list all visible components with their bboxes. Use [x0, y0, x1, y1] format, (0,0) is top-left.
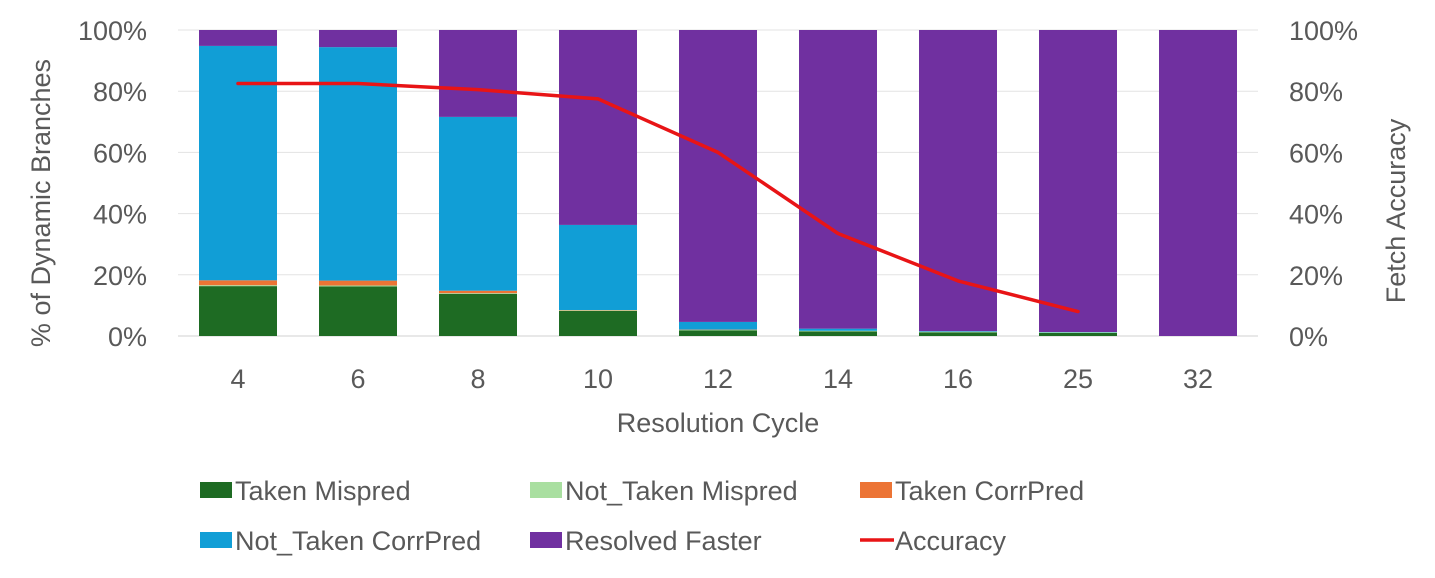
- y-tick-label-20: 20%: [93, 261, 147, 291]
- x-tick-label-12: 12: [703, 364, 733, 394]
- bar-not-taken-corrpred-16: [919, 331, 997, 332]
- bar-taken-corrpred-4: [199, 280, 277, 285]
- bar-taken-mispred-8: [439, 294, 517, 336]
- bar-taken-mispred-12: [679, 330, 757, 336]
- bars: [199, 30, 1237, 336]
- bar-resolved-faster-6: [319, 30, 397, 47]
- bar-taken-mispred-4: [199, 286, 277, 336]
- legend-swatch-not-taken-mispred: [530, 482, 562, 498]
- bar-taken-mispred-14: [799, 331, 877, 336]
- x-tick-label-14: 14: [823, 364, 853, 394]
- point-accuracy-16: [957, 279, 960, 282]
- x-tick-label-10: 10: [583, 364, 613, 394]
- bar-taken-mispred-10: [559, 311, 637, 336]
- bar-not-taken-mispred-16: [919, 332, 997, 333]
- bar-not-taken-mispred-10: [559, 310, 637, 311]
- x-tick-label-8: 8: [470, 364, 485, 394]
- bar-not-taken-corrpred-8: [439, 117, 517, 291]
- legend-swatch-taken-corrpred: [860, 482, 892, 498]
- x-tick-label-16: 16: [943, 364, 973, 394]
- legend-label-taken-mispred: Taken Mispred: [235, 476, 411, 506]
- x-axis-title: Resolution Cycle: [617, 408, 820, 438]
- bar-resolved-faster-4: [199, 30, 277, 46]
- x-tick-label-32: 32: [1183, 364, 1213, 394]
- bar-taken-corrpred-8: [439, 291, 517, 293]
- y2-tick-label-60: 60%: [1289, 138, 1343, 168]
- y2-tick-label-80: 80%: [1289, 77, 1343, 107]
- bar-resolved-faster-32: [1159, 30, 1237, 336]
- y-tick-label-60: 60%: [93, 138, 147, 168]
- bar-resolved-faster-10: [559, 30, 637, 225]
- point-accuracy-14: [837, 232, 840, 235]
- bar-not-taken-mispred-6: [319, 286, 397, 287]
- y2-tick-label-0: 0%: [1289, 322, 1328, 352]
- bar-resolved-faster-16: [919, 30, 997, 331]
- x-tick-label-4: 4: [230, 364, 245, 394]
- y2-tick-label-20: 20%: [1289, 261, 1343, 291]
- bar-resolved-faster-14: [799, 30, 877, 329]
- bar-resolved-faster-25: [1039, 30, 1117, 332]
- y2-tick-label-40: 40%: [1289, 200, 1343, 230]
- legend-swatch-taken-mispred: [200, 482, 232, 498]
- y-tick-label-0: 0%: [108, 322, 147, 352]
- point-accuracy-4: [237, 82, 240, 85]
- bar-not-taken-corrpred-10: [559, 225, 637, 310]
- legend-swatch-resolved-faster: [530, 532, 562, 548]
- y2-tick-label-100: 100%: [1289, 16, 1358, 46]
- point-accuracy-8: [477, 88, 480, 91]
- bar-not-taken-corrpred-14: [799, 329, 877, 331]
- y2-axis-title: Fetch Accuracy: [1381, 118, 1411, 303]
- legend-label-accuracy: Accuracy: [895, 526, 1007, 556]
- y-tick-label-80: 80%: [93, 77, 147, 107]
- bar-resolved-faster-8: [439, 30, 517, 117]
- bar-not-taken-corrpred-4: [199, 46, 277, 280]
- legend-label-not-taken-corrpred: Not_Taken CorrPred: [235, 526, 481, 556]
- x-tick-label-6: 6: [350, 364, 365, 394]
- bar-not-taken-mispred-25: [1039, 332, 1117, 333]
- bar-not-taken-mispred-12: [679, 330, 757, 331]
- legend-label-resolved-faster: Resolved Faster: [565, 526, 762, 556]
- point-accuracy-12: [717, 151, 720, 154]
- bar-not-taken-mispred-14: [799, 331, 877, 332]
- bar-not-taken-mispred-4: [199, 285, 277, 286]
- y-tick-label-100: 100%: [78, 16, 147, 46]
- legend-label-taken-corrpred: Taken CorrPred: [895, 476, 1084, 506]
- bar-not-taken-mispred-8: [439, 293, 517, 294]
- bar-taken-mispred-6: [319, 286, 397, 336]
- bar-taken-mispred-16: [919, 332, 997, 336]
- bar-taken-corrpred-6: [319, 281, 397, 286]
- y-axis-title: % of Dynamic Branches: [26, 59, 56, 347]
- legend-label-not-taken-mispred: Not_Taken Mispred: [565, 476, 798, 506]
- legend-swatch-not-taken-corrpred: [200, 532, 232, 548]
- x-tick-label-25: 25: [1063, 364, 1093, 394]
- point-accuracy-6: [357, 82, 360, 85]
- y-tick-label-40: 40%: [93, 200, 147, 230]
- point-accuracy-10: [597, 97, 600, 100]
- bar-not-taken-corrpred-12: [679, 322, 757, 330]
- bar-resolved-faster-12: [679, 30, 757, 322]
- bar-taken-mispred-25: [1039, 333, 1117, 336]
- legend: Taken Mispred Not_Taken Mispred Taken Corr…: [200, 476, 1084, 556]
- point-accuracy-25: [1077, 310, 1080, 313]
